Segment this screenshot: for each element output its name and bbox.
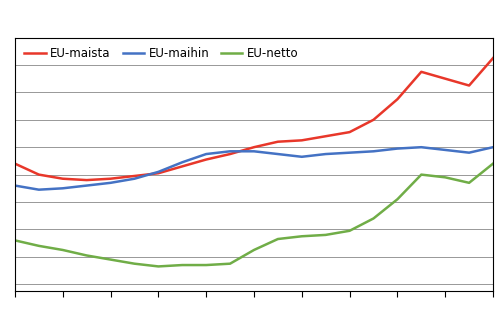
EU-maihin (442, 148, 448, 152)
EU-netto (418, 173, 424, 177)
Line: EU-netto: EU-netto (15, 164, 493, 266)
EU-netto (60, 248, 66, 252)
EU-maista (227, 152, 233, 156)
EU-netto (466, 181, 472, 185)
EU-netto (323, 233, 329, 237)
EU-netto (347, 229, 353, 233)
Line: EU-maihin: EU-maihin (15, 147, 493, 190)
EU-netto (131, 262, 137, 265)
EU-maihin (371, 149, 376, 153)
EU-maista (466, 84, 472, 87)
EU-maihin (490, 145, 496, 149)
EU-maihin (60, 187, 66, 190)
EU-maista (275, 140, 281, 144)
EU-netto (12, 239, 18, 242)
EU-maista (131, 174, 137, 178)
EU-netto (203, 263, 209, 267)
EU-maihin (347, 151, 353, 155)
EU-maihin (12, 184, 18, 187)
EU-maista (179, 165, 185, 168)
EU-netto (442, 176, 448, 179)
EU-maihin (394, 147, 400, 151)
EU-maihin (179, 160, 185, 164)
EU-maihin (84, 184, 90, 187)
EU-maihin (227, 149, 233, 153)
EU-maihin (36, 188, 42, 192)
EU-maista (155, 171, 161, 175)
EU-netto (84, 254, 90, 257)
EU-maihin (155, 170, 161, 174)
EU-maista (108, 177, 114, 181)
EU-maista (203, 158, 209, 162)
EU-maihin (131, 177, 137, 181)
EU-maista (12, 162, 18, 166)
EU-maihin (203, 152, 209, 156)
EU-maihin (466, 151, 472, 155)
EU-maista (36, 173, 42, 177)
EU-maista (394, 97, 400, 101)
EU-maihin (251, 149, 257, 153)
EU-maista (251, 145, 257, 149)
EU-netto (36, 244, 42, 248)
EU-netto (275, 237, 281, 241)
EU-maista (60, 177, 66, 181)
EU-netto (108, 258, 114, 261)
EU-maista (347, 130, 353, 134)
EU-maista (84, 178, 90, 182)
EU-netto (299, 234, 305, 238)
EU-netto (371, 217, 376, 220)
EU-netto (155, 264, 161, 268)
EU-maista (323, 134, 329, 138)
EU-maihin (108, 181, 114, 185)
EU-netto (394, 198, 400, 201)
EU-netto (179, 263, 185, 267)
EU-netto (490, 162, 496, 166)
EU-maihin (299, 155, 305, 159)
EU-maista (371, 118, 376, 122)
EU-maista (442, 77, 448, 80)
EU-netto (227, 262, 233, 265)
EU-maihin (323, 152, 329, 156)
Line: EU-maista: EU-maista (15, 58, 493, 180)
EU-maihin (418, 145, 424, 149)
EU-netto (251, 248, 257, 252)
Legend: EU-maista, EU-maihin, EU-netto: EU-maista, EU-maihin, EU-netto (21, 44, 302, 64)
EU-maista (418, 70, 424, 74)
EU-maihin (275, 152, 281, 156)
EU-maista (490, 56, 496, 60)
EU-maista (299, 138, 305, 142)
